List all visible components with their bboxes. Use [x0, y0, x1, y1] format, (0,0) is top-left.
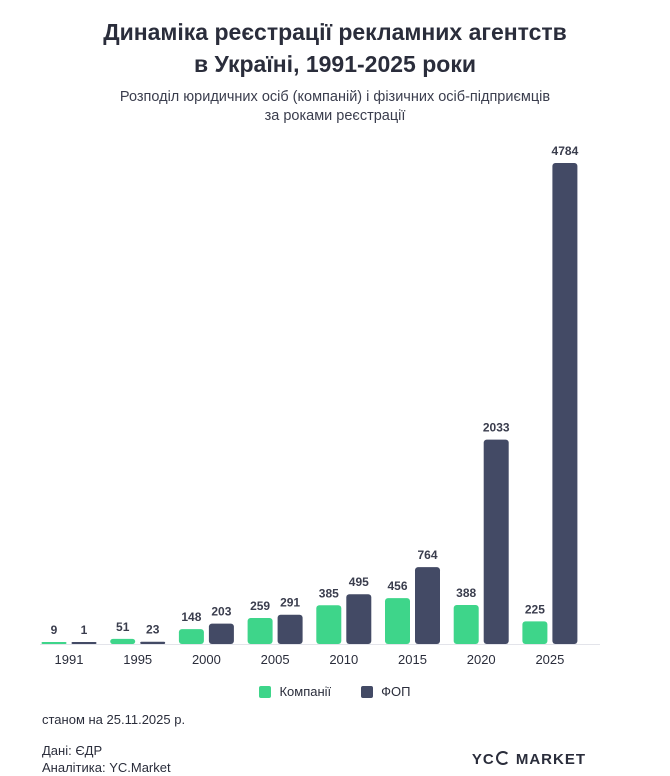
data-label-companies-2000: 148 [181, 610, 201, 624]
x-tick-label-2000: 2000 [192, 652, 221, 667]
data-label-companies-1995: 51 [116, 620, 130, 634]
bar-chart: 9 1 1991 51 23 1995 148 203 2000 259 291 2005 385 495… [40, 144, 600, 667]
as-of-date: станом на 25.11.2025 р. [42, 712, 186, 727]
bar-companies-2005 [247, 617, 273, 644]
data-label-fop-1995: 23 [146, 623, 160, 637]
x-tick-label-2010: 2010 [329, 652, 358, 667]
x-tick-label-2005: 2005 [261, 652, 290, 667]
chart-legend: Компанії ФОП [0, 684, 670, 699]
data-label-companies-2025: 225 [525, 602, 545, 616]
x-tick-label-1995: 1995 [123, 652, 152, 667]
x-tick-label-2020: 2020 [467, 652, 496, 667]
x-tick-label-2025: 2025 [535, 652, 564, 667]
logo-text-yc: YC [471, 751, 495, 768]
logo-mark-icon [495, 751, 510, 765]
bar-companies-2015 [385, 598, 410, 644]
bar-companies-2010 [316, 605, 342, 644]
data-source: Дані: ЄДР [42, 743, 103, 758]
chart-subtitle: Розподіл юридичних осіб (компаній) і фіз… [0, 88, 670, 126]
bar-companies-1991 [41, 642, 67, 644]
bar-fop-2000 [208, 623, 234, 644]
bar-fop-2015 [415, 567, 440, 644]
legend-item-companies: Компанії [259, 684, 331, 699]
bar-fop-2025 [552, 163, 578, 644]
chart-title-line2: в Україні, 1991-2025 роки [194, 51, 476, 77]
x-tick-label-2015: 2015 [398, 652, 427, 667]
chart-subtitle-line1: Розподіл юридичних осіб (компаній) і фіз… [119, 89, 551, 105]
data-label-companies-2020: 388 [456, 586, 476, 600]
bar-companies-1995 [110, 638, 136, 644]
analytics-credit: Аналітика: YC.Market [42, 760, 171, 775]
data-label-companies-2010: 385 [319, 586, 339, 600]
bar-companies-2000 [178, 629, 204, 644]
bar-fop-2010 [346, 594, 372, 644]
data-label-fop-2015: 764 [417, 548, 437, 562]
data-label-fop-2000: 203 [211, 605, 231, 619]
legend-label-fop: ФОП [381, 684, 411, 699]
data-label-fop-2005: 291 [280, 596, 300, 610]
bar-companies-2020 [453, 604, 479, 644]
legend-swatch-fop [361, 685, 374, 698]
yc-market-logo: YC MARKET [472, 751, 586, 768]
bar-fop-2020 [483, 439, 509, 644]
logo-text-market: MARKET [515, 751, 586, 768]
legend-swatch-companies [259, 685, 272, 698]
data-label-fop-2010: 495 [349, 575, 369, 589]
legend-item-fop: ФОП [361, 684, 411, 699]
bar-fop-1991 [71, 642, 97, 644]
data-label-companies-2005: 259 [250, 599, 270, 613]
chart-title: Динаміка реєстрації рекламних агентств в… [0, 16, 670, 80]
data-label-fop-2025: 4784 [552, 144, 579, 158]
x-tick-label-1991: 1991 [55, 652, 84, 667]
bar-fop-1995 [140, 641, 166, 644]
data-label-companies-2015: 456 [387, 579, 407, 593]
bar-companies-2025 [522, 621, 548, 644]
data-label-fop-2020: 2033 [483, 421, 510, 435]
legend-label-companies: Компанії [279, 684, 332, 699]
chart-subtitle-line2: за роками реєстрації [264, 108, 406, 124]
bar-fop-2005 [277, 614, 303, 644]
data-label-companies-1991: 9 [51, 623, 58, 637]
data-label-fop-1991: 1 [81, 623, 88, 637]
chart-title-line1: Динаміка реєстрації рекламних агентств [103, 19, 567, 45]
